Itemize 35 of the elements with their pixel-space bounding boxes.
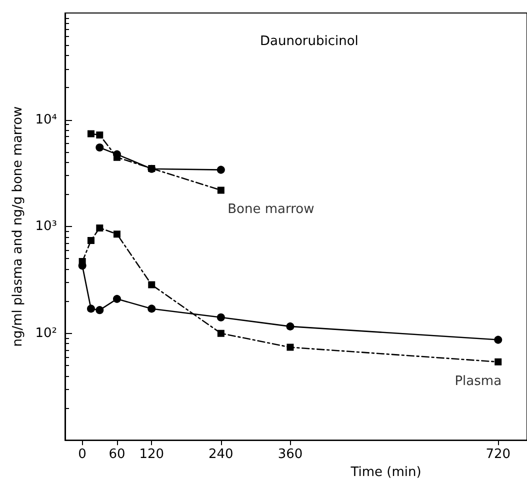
point: [112, 294, 121, 303]
point: [148, 304, 156, 313]
y-tick-label: 10⁴: [35, 112, 57, 128]
point: [87, 237, 94, 244]
x-tick-label: 0: [78, 447, 86, 462]
point: [148, 281, 156, 288]
point: [216, 166, 225, 174]
y-tick-label: 10³: [35, 219, 57, 234]
y-axis-title: ng/ml plasma and ng/g bone marrow: [10, 106, 26, 347]
x-tick-label: 360: [278, 447, 303, 462]
point: [286, 344, 294, 351]
y-tick-label: 10²: [35, 326, 57, 341]
point: [87, 130, 94, 138]
point: [96, 224, 104, 232]
point: [96, 306, 104, 314]
point: [494, 358, 502, 366]
x-tick-label: 60: [108, 447, 126, 462]
x-axis-title: Time (min): [350, 465, 422, 480]
point: [86, 304, 95, 313]
point: [96, 144, 104, 152]
point: [148, 164, 156, 172]
point: [217, 330, 224, 337]
x-tick-label: 120: [139, 447, 164, 462]
point: [494, 336, 502, 344]
annotation: Plasma: [454, 374, 502, 389]
point: [216, 313, 225, 322]
point: [286, 322, 294, 330]
point: [113, 230, 120, 238]
point: [78, 258, 86, 266]
x-tick-label: 720: [486, 447, 511, 462]
point: [96, 132, 104, 139]
text: Daunorubicinol: [260, 34, 358, 49]
point: [217, 186, 224, 194]
x-tick-label: 240: [208, 447, 234, 462]
annotation: Bone marrow: [228, 202, 315, 218]
